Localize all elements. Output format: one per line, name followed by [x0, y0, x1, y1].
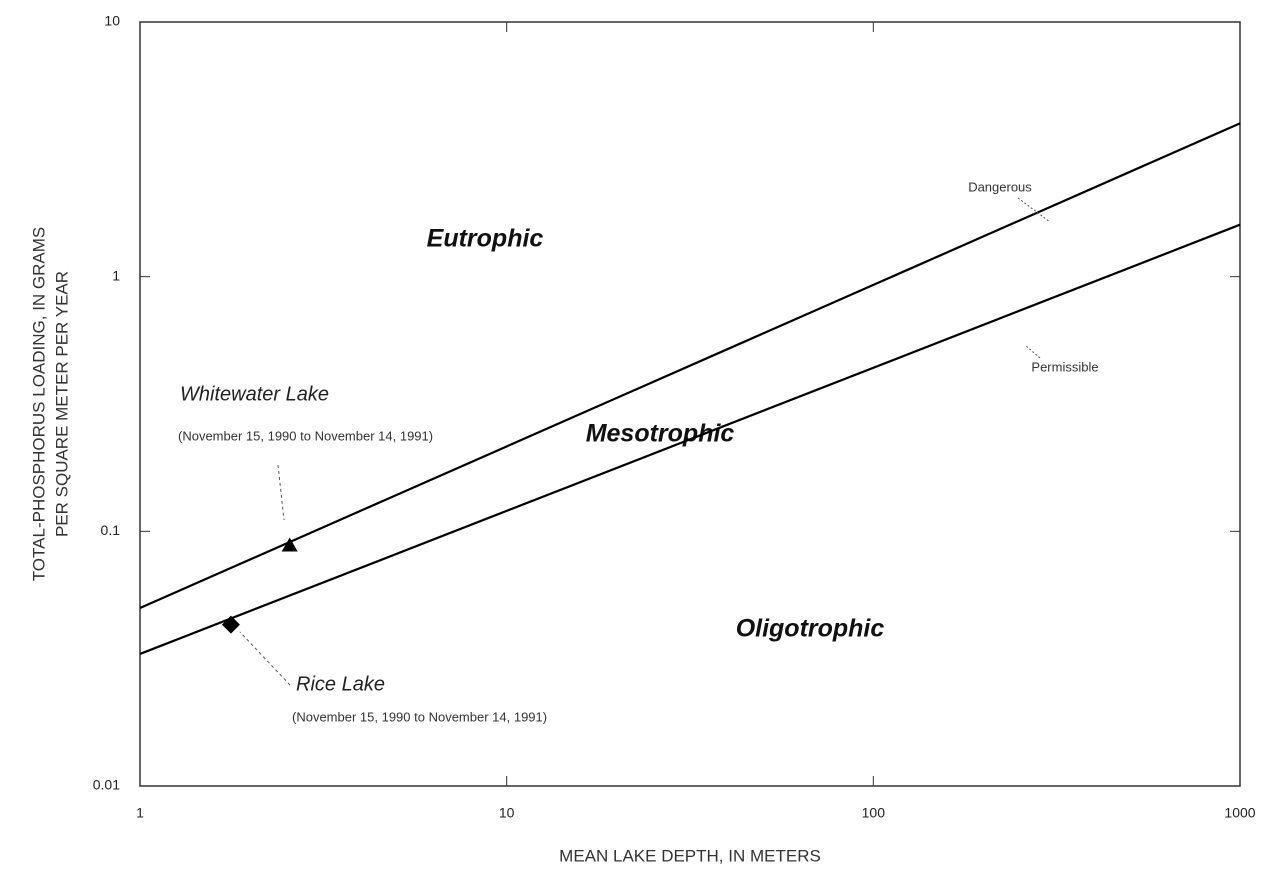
lake-label: Rice Lake [296, 673, 385, 695]
period-label: (November 15, 1990 to November 14, 1991) [178, 428, 433, 443]
leader-line [1024, 344, 1041, 359]
y-tick-label: 1 [112, 267, 120, 283]
leader-line [1017, 197, 1051, 223]
line-label: Permissible [1031, 359, 1098, 374]
line-label: Dangerous [968, 179, 1032, 194]
marker [281, 537, 298, 552]
lake-label: Whitewater Lake [180, 383, 329, 405]
marker [221, 615, 240, 634]
leader-line [239, 631, 291, 686]
y-axis-label: PER SQUARE METER PER YEAR [52, 271, 71, 537]
zone-label: Mesotrophic [586, 420, 735, 448]
x-axis-label: MEAN LAKE DEPTH, IN METERS [559, 846, 821, 865]
y-tick-label: 0.1 [101, 522, 121, 538]
line [139, 223, 1241, 655]
y-tick-label: 10 [104, 13, 120, 29]
period-label: (November 15, 1990 to November 14, 1991) [292, 709, 547, 724]
x-tick-label: 1000 [1224, 805, 1255, 821]
zone-label: Oligotrophic [736, 615, 885, 643]
y-axis-label: TOTAL-PHOSPHORUS LOADING, IN GRAMS [29, 227, 48, 582]
zone-label: Eutrophic [427, 225, 544, 253]
x-tick-label: 10 [499, 805, 515, 821]
line [139, 122, 1241, 610]
leader-line [277, 464, 285, 521]
y-tick-label: 0.01 [93, 777, 120, 793]
x-tick-label: 1 [136, 805, 144, 821]
plot-frame [139, 21, 1241, 787]
x-tick-label: 100 [862, 805, 886, 821]
